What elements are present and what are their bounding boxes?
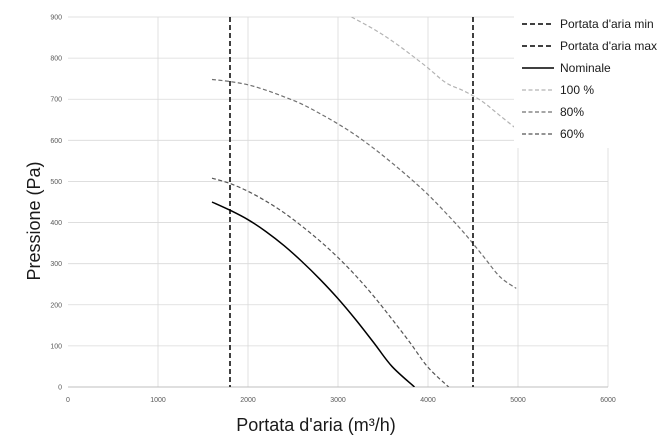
series-line-80: [211, 78, 517, 289]
tick-labels: 0 1000 2000 3000 4000 5000 6000 0 100 200 300 400 50…: [50, 15, 616, 405]
x-tick-label: 4000: [420, 397, 436, 404]
x-tick-label: 0: [66, 397, 70, 404]
x-tick-label: 2000: [240, 397, 256, 404]
legend-label: 60%: [560, 127, 584, 141]
legend-label: 100 %: [560, 83, 594, 97]
legend: Portata d'aria min Portata d'aria max Nomi…: [514, 12, 668, 148]
y-tick-label: 800: [50, 56, 62, 63]
y-tick-label: 100: [50, 343, 62, 350]
legend-label: 80%: [560, 105, 584, 119]
y-tick-label: 500: [50, 179, 62, 186]
legend-label: Portata d'aria max: [560, 39, 657, 53]
y-tick-label: 900: [50, 15, 62, 22]
series-line-nominale: [211, 201, 416, 387]
grid: [68, 16, 609, 388]
series-line-60: [211, 177, 450, 387]
y-tick-label: 700: [50, 97, 62, 104]
x-tick-label: 5000: [510, 397, 526, 404]
legend-label: Nominale: [560, 61, 611, 75]
x-tick-label: 3000: [330, 397, 346, 404]
x-tick-label: 1000: [150, 397, 166, 404]
x-axis-title: Portata d'aria (m³/h): [236, 415, 396, 435]
y-tick-label: 200: [50, 302, 62, 309]
reference-lines: [229, 17, 474, 387]
y-tick-label: 600: [50, 138, 62, 145]
y-tick-label: 0: [58, 385, 62, 392]
legend-label: Portata d'aria min: [560, 17, 654, 31]
y-tick-label: 300: [50, 261, 62, 268]
series-lines: [211, 17, 519, 387]
legend-background: [514, 12, 668, 148]
x-tick-label: 6000: [600, 397, 616, 404]
y-axis-title: Pressione (Pa): [24, 161, 44, 280]
y-tick-label: 400: [50, 220, 62, 227]
